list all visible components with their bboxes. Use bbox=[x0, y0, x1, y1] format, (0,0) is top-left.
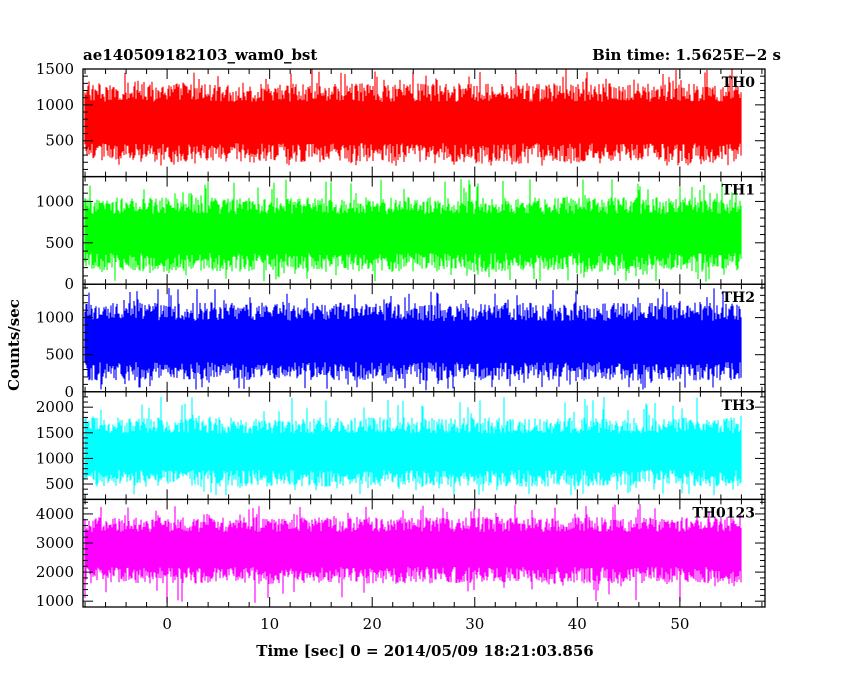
panel-label-th3: TH3 bbox=[722, 398, 755, 414]
y-tick-label: 1000 bbox=[36, 192, 74, 210]
panel-th3: 500 1000 1500 2000 TH3 bbox=[36, 391, 766, 501]
x-tick-label: 30 bbox=[465, 615, 484, 633]
y-tick-label: 1500 bbox=[36, 60, 74, 78]
y-tick-label: 500 bbox=[45, 475, 74, 493]
panel-label-th1: TH1 bbox=[722, 183, 755, 199]
y-tick-label: 500 bbox=[45, 346, 74, 364]
y-tick-label: 1000 bbox=[36, 592, 74, 610]
x-tick-label: 50 bbox=[670, 615, 689, 633]
x-tick-label: 10 bbox=[260, 615, 279, 633]
series-th0123 bbox=[84, 504, 742, 603]
chart-title-right: Bin time: 1.5625E−2 s bbox=[592, 46, 781, 64]
y-tick-label: 0 bbox=[64, 383, 74, 401]
y-tick-label: 4000 bbox=[36, 505, 74, 523]
y-tick-label: 2000 bbox=[36, 398, 74, 416]
y-tick-label: 0 bbox=[64, 275, 74, 293]
series-th2 bbox=[84, 288, 742, 391]
series-th0 bbox=[84, 69, 742, 166]
y-tick-label: 3000 bbox=[36, 534, 74, 552]
y-tick-label: 1500 bbox=[36, 424, 74, 442]
chart-title-left: ae140509182103_wam0_bst bbox=[83, 46, 317, 64]
y-tick-label: 500 bbox=[45, 234, 74, 252]
panels-group: 500 1000 1500 TH0 0 500 1000 TH1 0 500 1000 TH2 500 1… bbox=[36, 60, 766, 610]
panel-label-th0: TH0 bbox=[722, 75, 756, 91]
y-tick-label: 1000 bbox=[36, 449, 74, 467]
series-th3 bbox=[84, 397, 742, 496]
panel-th2: 0 500 1000 TH2 bbox=[36, 283, 766, 401]
x-tick-label: 20 bbox=[363, 615, 382, 633]
series-th1 bbox=[84, 179, 742, 282]
x-tick-label: 40 bbox=[568, 615, 587, 633]
panel-th0: 500 1000 1500 TH0 bbox=[36, 60, 766, 178]
y-tick-label: 2000 bbox=[36, 563, 74, 581]
y-axis-label: Counts/sec bbox=[5, 299, 23, 391]
y-tick-label: 500 bbox=[45, 132, 74, 150]
panel-label-th0123: TH0123 bbox=[692, 505, 755, 521]
panel-th1: 0 500 1000 TH1 bbox=[36, 175, 766, 293]
x-axis-label: Time [sec] 0 = 2014/05/09 18:21:03.856 bbox=[256, 642, 593, 660]
x-axis-tick-labels: 0 10 20 30 40 50 bbox=[162, 615, 689, 633]
x-tick-label: 0 bbox=[162, 615, 172, 633]
panel-th0123: 1000 2000 3000 4000 TH0123 bbox=[36, 498, 766, 610]
panel-frame bbox=[82, 498, 766, 608]
y-tick-label: 1000 bbox=[36, 96, 74, 114]
panel-label-th2: TH2 bbox=[722, 290, 755, 306]
y-tick-label: 1000 bbox=[36, 309, 74, 327]
